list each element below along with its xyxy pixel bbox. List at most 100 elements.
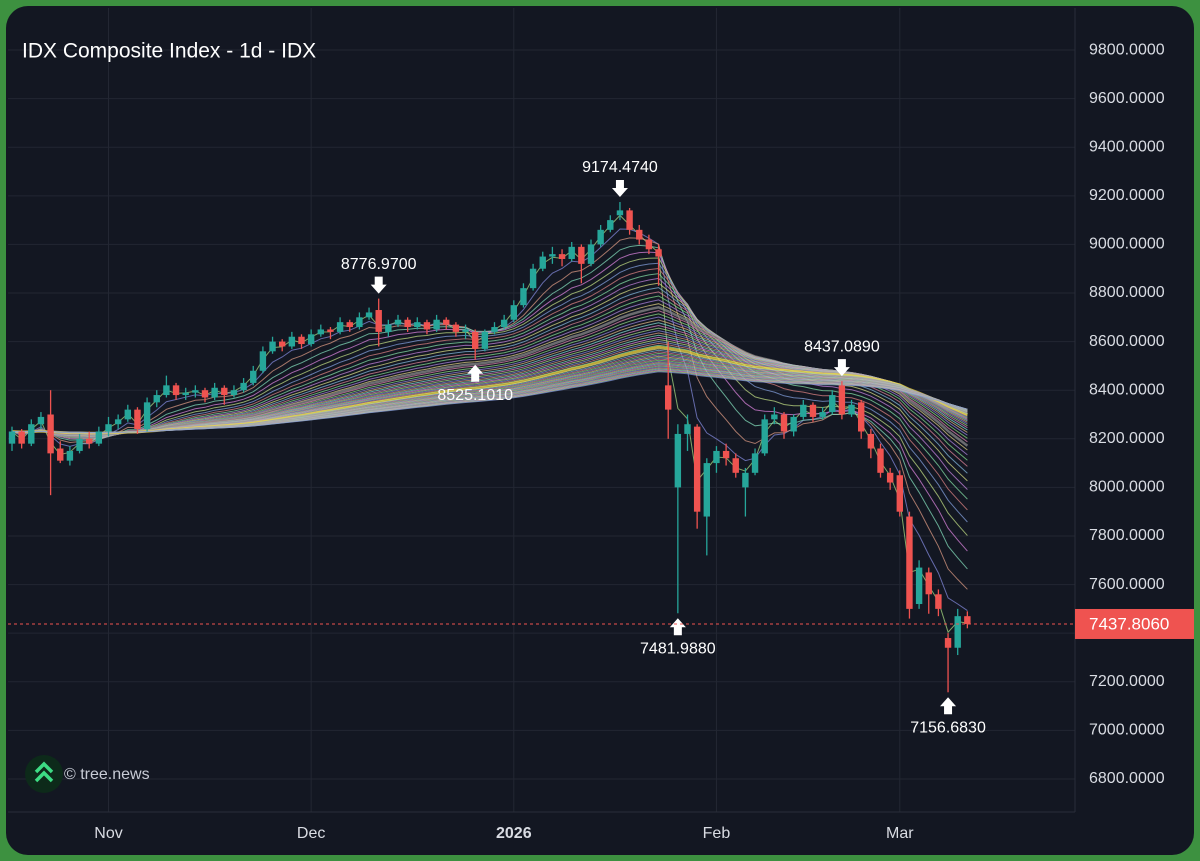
candle-body <box>414 322 421 328</box>
candle-body <box>771 414 778 420</box>
logo-chevrons <box>34 761 54 783</box>
candle-body <box>578 246 585 264</box>
annotation-arrow <box>669 618 686 636</box>
annotation-arrow <box>611 180 628 198</box>
y-tick-label: 8600.0000 <box>1089 333 1165 350</box>
candle-body <box>298 336 305 345</box>
candle-body <box>472 331 479 349</box>
candle-body <box>838 385 846 415</box>
candle-body <box>8 431 16 444</box>
candle-body <box>211 387 218 398</box>
candle-body <box>317 329 324 335</box>
candle-body <box>867 433 875 449</box>
candle-body <box>443 319 450 325</box>
y-tick-label: 7200.0000 <box>1089 673 1165 690</box>
y-tick-label: 9800.0000 <box>1089 41 1165 58</box>
moving-average <box>11 267 968 511</box>
moving-average <box>11 251 968 552</box>
candle-body <box>346 322 353 328</box>
annotation-arrow <box>940 697 957 715</box>
candle-body <box>433 319 440 330</box>
y-tick-label: 9200.0000 <box>1089 187 1165 204</box>
candle-body <box>510 305 517 320</box>
candle-body <box>394 319 402 325</box>
y-tick-label: 7600.0000 <box>1089 576 1165 593</box>
candle-body <box>259 351 267 371</box>
candle-body <box>915 567 923 605</box>
candle-body <box>500 319 508 328</box>
candle-body <box>375 310 382 332</box>
candle-body <box>558 254 566 259</box>
candle-body <box>896 475 903 512</box>
candle-body <box>452 324 460 332</box>
candle-body <box>404 319 411 328</box>
y-tick-label: 8200.0000 <box>1089 430 1165 447</box>
candle-body <box>462 329 469 332</box>
candle-body <box>356 317 363 328</box>
candle-body <box>124 409 131 420</box>
panel <box>6 6 1194 855</box>
candle-body <box>703 463 710 517</box>
annotation-arrow <box>370 276 387 294</box>
candle-body <box>105 424 112 432</box>
candle-body <box>597 229 604 245</box>
annotation-label: 8776.9700 <box>341 256 417 273</box>
candle-body <box>742 472 749 488</box>
y-tick-label: 9000.0000 <box>1089 236 1165 253</box>
candle-body <box>684 424 691 434</box>
last-price-label: 7437.8060 <box>1089 614 1169 633</box>
candle-body <box>790 416 797 432</box>
candle-body <box>28 424 35 444</box>
candle-body <box>240 382 247 391</box>
candle-body <box>143 402 151 430</box>
y-tick-label: 7800.0000 <box>1089 527 1165 544</box>
candle-body <box>192 390 199 393</box>
candle-body <box>674 433 682 488</box>
candle-body <box>645 239 653 250</box>
candle-body <box>385 324 392 332</box>
candle-body <box>626 210 633 230</box>
candle-body <box>780 414 788 432</box>
candle-body <box>18 431 25 444</box>
candle-body <box>877 448 884 473</box>
candle-body <box>848 404 855 415</box>
overlay: 8776.9700 8525.1010 9174.4740 7481.9880 8437… <box>8 159 1075 737</box>
candle-body <box>732 458 739 473</box>
y-tick-label: 8400.0000 <box>1089 381 1165 398</box>
candle-body <box>636 229 643 240</box>
x-tick-label: Mar <box>886 825 914 842</box>
candle-body <box>906 516 913 609</box>
moving-average <box>11 273 968 500</box>
watermark: © tree.news <box>64 766 150 783</box>
candle-body <box>944 638 952 648</box>
chart-title: IDX Composite Index - 1d - IDX <box>22 40 316 63</box>
candle-body <box>365 312 373 318</box>
candle-body <box>607 220 614 230</box>
candle-body <box>964 616 971 624</box>
candle-body <box>288 336 296 347</box>
candle-body <box>529 268 537 289</box>
candle-body <box>153 395 160 403</box>
candle-body <box>761 419 768 454</box>
candle-body <box>327 329 334 332</box>
candle-body <box>539 256 546 269</box>
candle-body <box>713 450 720 464</box>
x-tick-label: 2026 <box>496 825 532 842</box>
candle-body <box>172 385 180 396</box>
candle-body <box>250 370 257 383</box>
last-price-badge <box>1075 608 1194 639</box>
annotation-arrow <box>467 364 484 382</box>
candle-body <box>221 387 228 396</box>
candle-body <box>954 616 961 648</box>
y-tick-label: 8000.0000 <box>1089 479 1165 496</box>
logo <box>25 755 63 793</box>
candle-body <box>829 395 836 413</box>
candle-body <box>95 431 103 444</box>
candle-body <box>279 341 286 347</box>
candle-body <box>307 334 315 345</box>
annotation-label: 7481.9880 <box>640 640 716 657</box>
annotation-arrow <box>833 359 850 377</box>
candle-body <box>568 246 575 259</box>
candle-body <box>66 450 74 461</box>
candle-body <box>800 404 807 417</box>
